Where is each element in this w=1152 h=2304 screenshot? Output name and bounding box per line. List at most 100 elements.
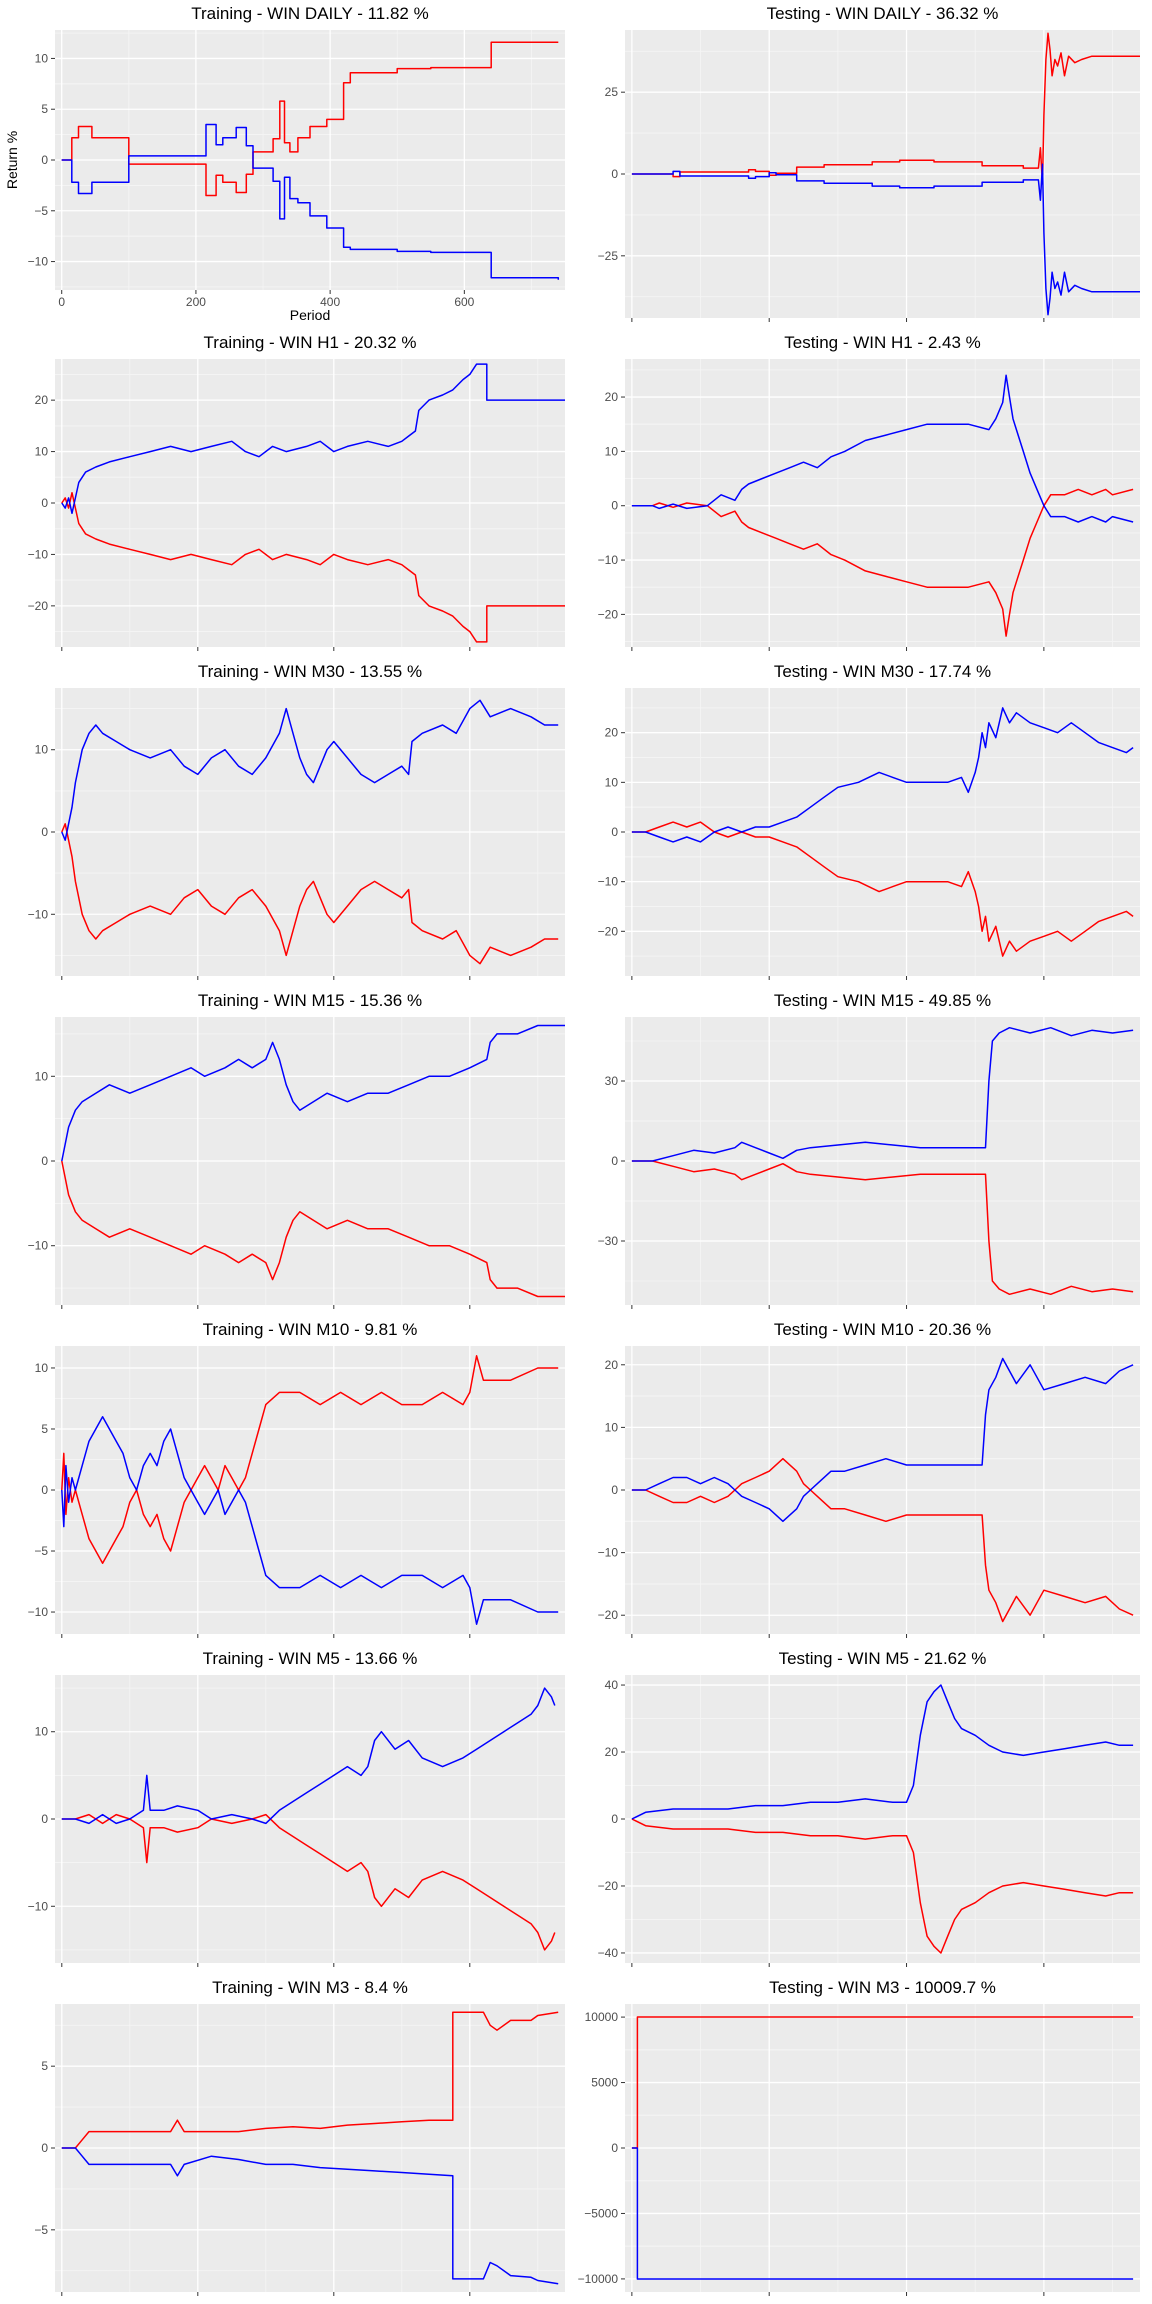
- y-tick-label: 20: [605, 390, 619, 404]
- chart-title: Testing - WIN H1 - 2.43 %: [784, 333, 981, 352]
- chart-title: Training - WIN M15 - 15.36 %: [198, 991, 422, 1010]
- y-tick-label: 5000: [591, 2076, 618, 2090]
- y-tick-label: 5: [41, 1422, 48, 1436]
- chart-title: Training - WIN M10 - 9.81 %: [203, 1320, 418, 1339]
- y-tick-label: −10: [28, 255, 49, 269]
- y-tick-label: 0: [611, 1154, 618, 1168]
- y-tick-label: 0: [41, 825, 48, 839]
- x-tick-label: 0: [58, 295, 65, 309]
- y-tick-label: −20: [598, 1879, 619, 1893]
- series-line-red: [61, 1355, 559, 1564]
- series-line-blue: [631, 707, 1134, 843]
- chart-panel-3: Training - WIN H1 - 20.32 % −20 −10 0 10 20: [28, 333, 565, 651]
- chart-title: Testing - WIN M30 - 17.74 %: [774, 662, 991, 681]
- y-tick-label: −10: [598, 1546, 619, 1560]
- y-tick-label: −20: [598, 1608, 619, 1622]
- y-tick-label: −10: [28, 1239, 49, 1253]
- chart-panel-1: Training - WIN DAILY - 11.82 % 0 200 400 600…: [4, 4, 565, 323]
- y-tick-label: 5: [41, 102, 48, 116]
- series-line-blue: [61, 1687, 556, 1825]
- series-line-blue: [61, 1024, 565, 1162]
- y-tick-label: 10000: [585, 2010, 619, 2024]
- chart-title: Testing - WIN M3 - 10009.7 %: [769, 1978, 996, 1997]
- y-tick-label: −10: [28, 547, 49, 561]
- series-line-blue: [61, 699, 559, 841]
- series-line-red: [631, 488, 1134, 637]
- chart-title: Training - WIN M30 - 13.55 %: [198, 662, 422, 681]
- series-line-blue: [631, 374, 1134, 523]
- y-tick-label: 0: [41, 1154, 48, 1168]
- chart-title: Training - WIN H1 - 20.32 %: [204, 333, 417, 352]
- y-tick-label: −10: [598, 875, 619, 889]
- y-tick-label: 30: [605, 1074, 619, 1088]
- series-line-red: [631, 1160, 1134, 1296]
- chart-panel-2: Testing - WIN DAILY - 36.32 % −25 0 25: [598, 4, 1140, 322]
- series-line-blue: [631, 1026, 1134, 1162]
- series-line-red: [631, 32, 1140, 185]
- y-tick-label: 20: [605, 1745, 619, 1759]
- chart-title: Training - WIN M3 - 8.4 %: [212, 1978, 408, 1997]
- y-tick-label: −10: [28, 1899, 49, 1913]
- y-tick-label: 0: [611, 825, 618, 839]
- series-line-red: [61, 1160, 565, 1298]
- chart-panel-13: Training - WIN M3 - 8.4 % −5 0 5: [34, 1978, 565, 2296]
- chart-panel-12: Testing - WIN M5 - 21.62 % −40 −20 0 20 40: [598, 1649, 1140, 1967]
- y-tick-label: 20: [35, 393, 49, 407]
- series-line-red: [61, 1813, 556, 1951]
- y-tick-label: 0: [41, 1483, 48, 1497]
- y-tick-label: 10: [605, 444, 619, 458]
- y-tick-label: −40: [598, 1946, 619, 1960]
- y-tick-label: −10000: [578, 2272, 619, 2286]
- series-line-blue: [61, 363, 565, 515]
- y-tick-label: 10: [35, 743, 49, 757]
- series-line-blue: [61, 1416, 559, 1625]
- series-line-red: [631, 1457, 1134, 1623]
- y-tick-label: 0: [41, 2141, 48, 2155]
- chart-panel-14: Testing - WIN M3 - 10009.7 % −10000 −5000 0…: [578, 1978, 1140, 2296]
- series-line-blue: [631, 1357, 1134, 1523]
- series-line-blue: [631, 163, 1140, 316]
- y-tick-label: 0: [611, 167, 618, 181]
- chart-title: Testing - WIN M5 - 21.62 %: [779, 1649, 987, 1668]
- chart-panel-4: Testing - WIN H1 - 2.43 % −20 −10 0 10 20: [598, 333, 1140, 651]
- chart-title: Testing - WIN M15 - 49.85 %: [774, 991, 991, 1010]
- chart-panel-6: Testing - WIN M30 - 17.74 % −20 −10 0 10 20: [598, 662, 1140, 980]
- chart-title: Testing - WIN DAILY - 36.32 %: [767, 4, 999, 23]
- y-tick-label: −5: [34, 204, 48, 218]
- x-axis-label: Period: [290, 307, 330, 323]
- y-tick-label: −10: [28, 907, 49, 921]
- y-tick-label: −20: [598, 607, 619, 621]
- x-tick-label: 400: [320, 295, 340, 309]
- chart-title: Training - WIN DAILY - 11.82 %: [191, 4, 428, 23]
- series-line-red: [61, 2011, 559, 2149]
- y-tick-label: 40: [605, 1678, 619, 1692]
- y-tick-label: 0: [611, 1483, 618, 1497]
- series-line-blue: [61, 123, 560, 280]
- y-tick-label: −5000: [584, 2206, 618, 2220]
- chart-panel-10: Testing - WIN M10 - 20.36 % −20 −10 0 10 20: [598, 1320, 1140, 1638]
- y-tick-label: 5: [41, 2059, 48, 2073]
- x-tick-label: 600: [454, 295, 474, 309]
- y-tick-label: 10: [605, 775, 619, 789]
- chart-panel-7: Training - WIN M15 - 15.36 % −10 0 10: [28, 991, 565, 1309]
- series-line-red: [61, 491, 565, 643]
- plot-background: [625, 359, 1140, 647]
- y-tick-label: 10: [35, 1069, 49, 1083]
- y-tick-label: −10: [28, 1605, 49, 1619]
- x-tick-label: 200: [186, 295, 206, 309]
- y-tick-label: 0: [611, 499, 618, 513]
- chart-panel-8: Testing - WIN M15 - 49.85 % −30 0 30: [598, 991, 1140, 1309]
- series-line-red: [61, 823, 559, 965]
- y-tick-label: 0: [41, 153, 48, 167]
- y-tick-label: −30: [598, 1234, 619, 1248]
- chart-title: Testing - WIN M10 - 20.36 %: [774, 1320, 991, 1339]
- y-tick-label: 10: [35, 51, 49, 65]
- y-tick-label: 10: [35, 1725, 49, 1739]
- y-tick-label: 10: [35, 1361, 49, 1375]
- series-line-blue: [631, 2147, 1134, 2280]
- chart-panel-9: Training - WIN M10 - 9.81 % −10 −5 0 5 10: [28, 1320, 565, 1638]
- y-tick-label: 0: [41, 1812, 48, 1826]
- series-line-red: [61, 41, 559, 197]
- y-tick-label: 0: [611, 1812, 618, 1826]
- series-line-blue: [61, 2147, 559, 2285]
